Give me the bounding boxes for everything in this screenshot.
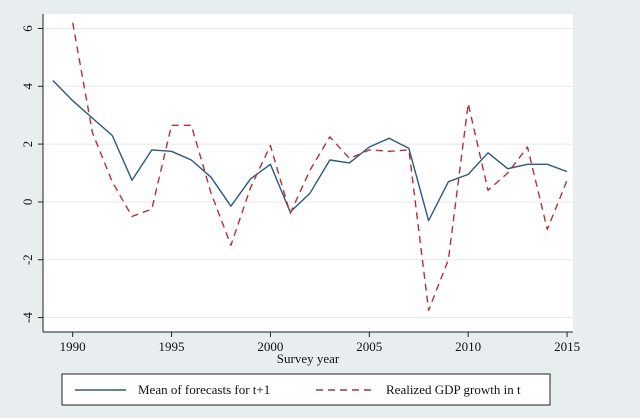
legend-box	[61, 373, 551, 406]
x-tick-label: 1990	[60, 339, 86, 354]
y-tick-label: 4	[20, 83, 35, 90]
y-tick-label: 0	[20, 199, 35, 206]
x-tick-label: 2010	[455, 339, 481, 354]
legend-label-realized: Realized GDP growth in t	[386, 382, 521, 397]
x-tick-label: 1995	[159, 339, 185, 354]
y-tick-label: -4	[20, 312, 35, 323]
series-line-realized	[72, 22, 568, 311]
y-tick-label: -2	[20, 254, 35, 265]
x-tick-label: 2015	[554, 339, 580, 354]
y-tick-label: 2	[20, 141, 35, 148]
x-tick-label: 2005	[356, 339, 382, 354]
series-line-forecasts	[52, 80, 568, 222]
y-tick-label: 6	[20, 25, 35, 32]
x-tick-label: 2000	[257, 339, 283, 354]
legend-label-forecasts: Mean of forecasts for t+1	[138, 382, 270, 397]
axes: -4 -2 0 2 4 6 1990 1995 2000 2005 2010 2015	[20, 14, 580, 354]
x-axis-label: Survey year	[277, 351, 340, 366]
gridlines	[43, 27, 573, 319]
series-lines	[52, 22, 568, 311]
legend: Mean of forecasts for t+1 Realized GDP g…	[61, 373, 551, 406]
plot-area	[43, 14, 573, 332]
